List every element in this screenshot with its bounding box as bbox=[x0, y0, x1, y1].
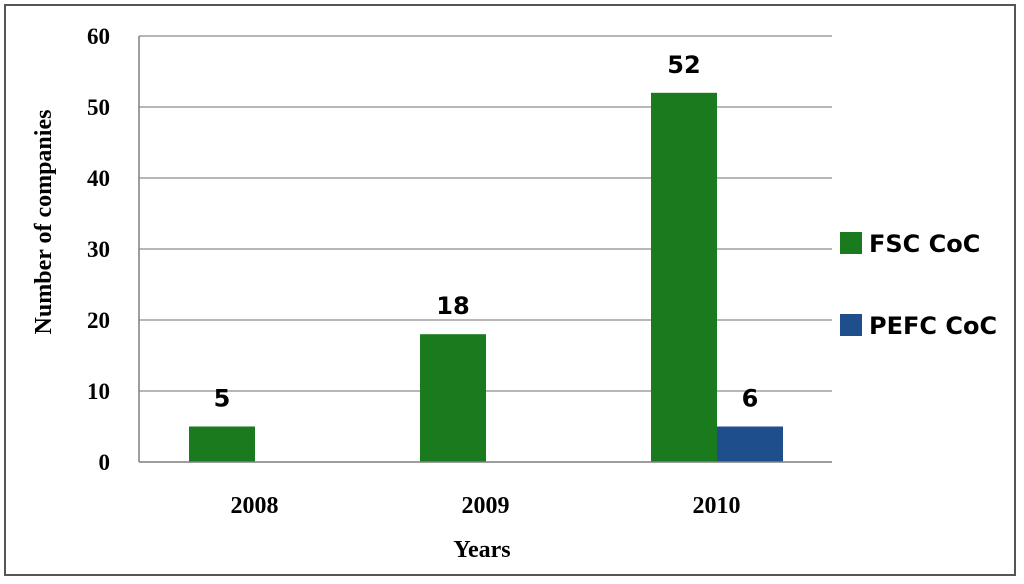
data-label: 5 bbox=[214, 385, 231, 413]
y-axis-title: Number of companies bbox=[31, 110, 57, 335]
data-label: 52 bbox=[667, 51, 700, 79]
data-label: 18 bbox=[436, 292, 469, 320]
y-tick-label: 0 bbox=[99, 450, 111, 475]
x-axis-ticks: 2008 2009 2010 bbox=[231, 493, 741, 519]
legend-swatch-fsc-coc bbox=[840, 232, 862, 254]
x-tick-label: 2008 bbox=[231, 493, 279, 519]
legend-swatch-pefc-coc bbox=[840, 314, 862, 336]
y-tick-label: 50 bbox=[87, 95, 110, 120]
bars bbox=[189, 92, 783, 463]
bar-pefc-coc bbox=[717, 426, 783, 462]
x-tick-label: 2010 bbox=[693, 493, 741, 519]
data-label: 6 bbox=[742, 385, 759, 413]
y-tick-label: 40 bbox=[87, 166, 110, 191]
y-tick-label: 20 bbox=[87, 308, 110, 333]
legend-label: PEFC CoC bbox=[869, 312, 997, 340]
data-labels: 5 18 52 6 bbox=[214, 51, 759, 413]
legend-label: FSC CoC bbox=[869, 230, 980, 258]
chart-frame bbox=[4, 4, 1016, 576]
y-tick-label: 10 bbox=[87, 379, 110, 404]
x-axis-title: Years bbox=[453, 537, 510, 563]
bar-fsc-coc bbox=[651, 92, 717, 463]
bar-fsc-coc bbox=[189, 426, 255, 462]
legend: FSC CoC PEFC CoC bbox=[840, 230, 997, 340]
y-tick-label: 60 bbox=[87, 24, 110, 49]
x-tick-label: 2009 bbox=[462, 493, 510, 519]
y-axis-ticks: 0 10 20 30 40 50 60 bbox=[87, 24, 110, 475]
y-tick-label: 30 bbox=[87, 237, 110, 262]
bar-fsc-coc bbox=[420, 334, 486, 462]
